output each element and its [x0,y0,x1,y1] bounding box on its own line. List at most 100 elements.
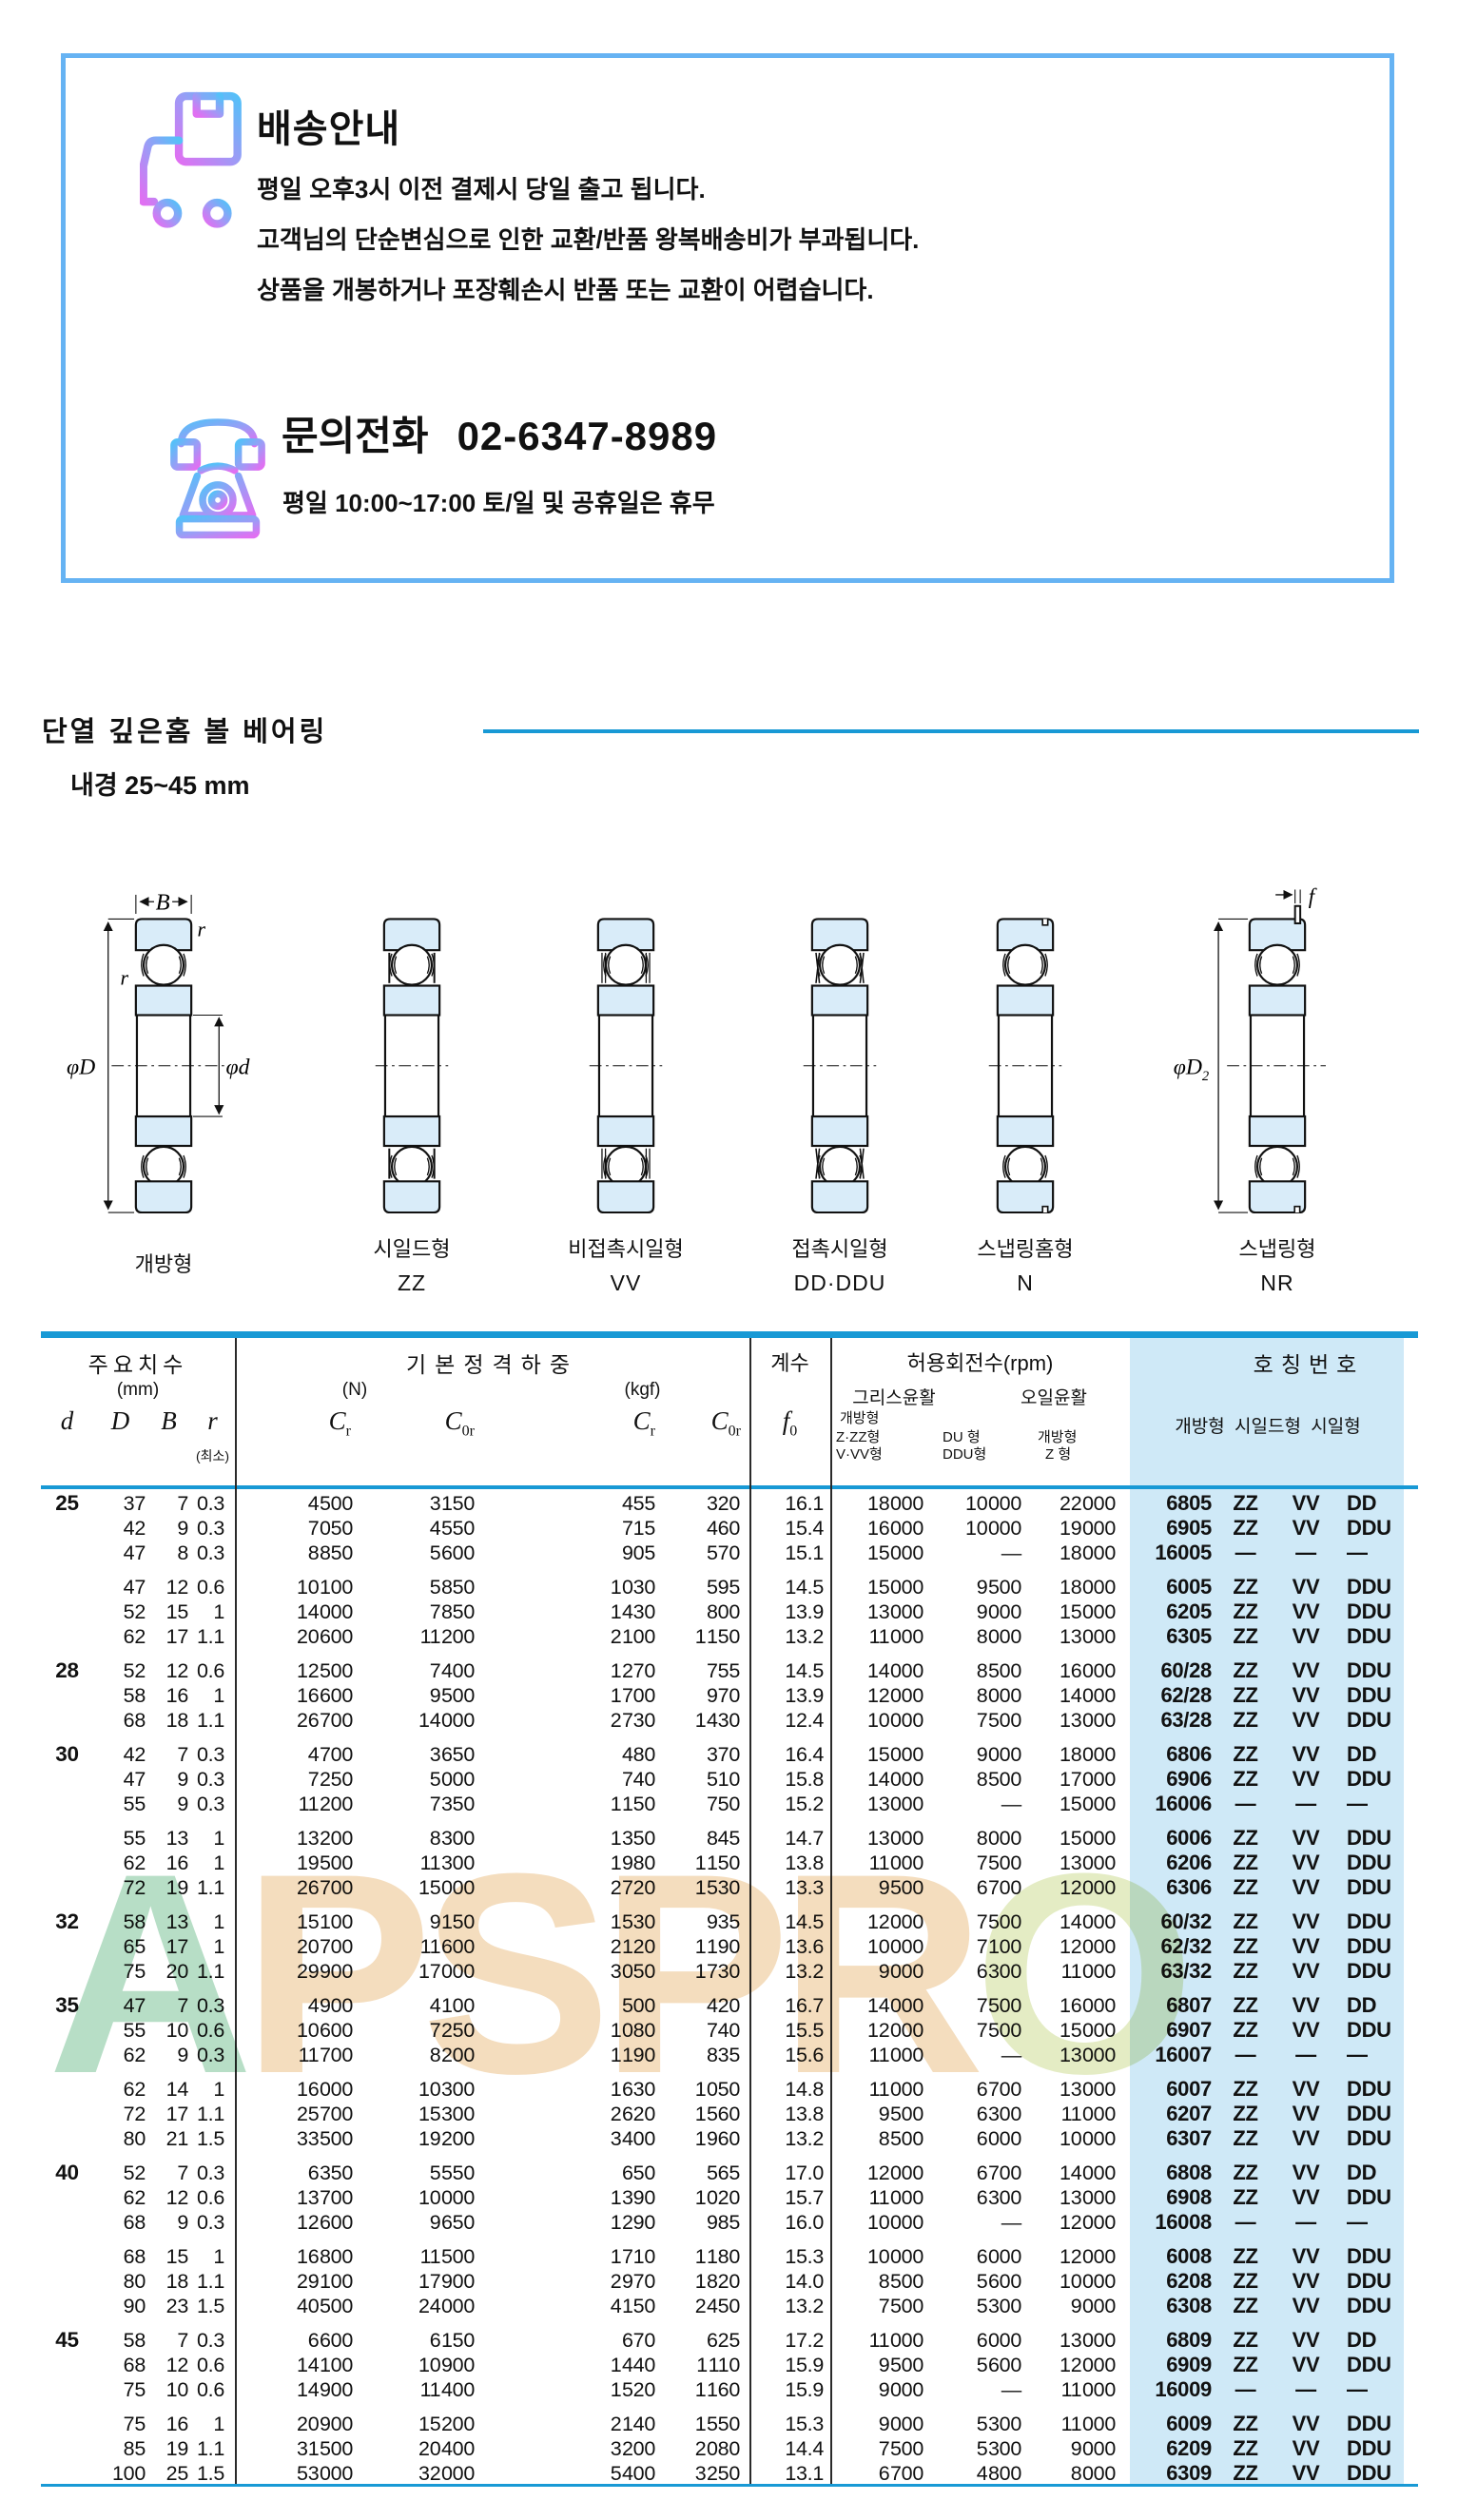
table-cell [41,2377,93,2402]
table-cell: 15 000 [1059,1827,1116,1850]
table-cell: 455 [622,1492,655,1515]
table-cell: 8 000 [976,1827,1022,1850]
table-cell: 13 700 [297,2186,353,2209]
table-cell [41,2043,93,2067]
bore-range-subtitle: 내경 25~45 mm [70,771,250,800]
table-cell: 13 000 [1059,2186,1116,2209]
table-cell: 16 [165,2413,189,2435]
table-cell: 100 [112,2462,146,2485]
table-cell: 13 000 [1059,1625,1116,1648]
table-cell: 16008 [1155,2210,1212,2234]
diagram-code-label: NR [1260,1270,1294,1295]
table-cell: 13 000 [867,1827,923,1850]
table-cell: 3 650 [429,1743,476,1766]
diagram-name-label: 스냅링홈형 [977,1237,1074,1261]
table-cell: — [1001,2378,1022,2401]
table-cell: 13.9 [785,1684,824,1707]
table-cell: VV [1292,1767,1320,1791]
table-cell: 18 000 [1059,1576,1116,1599]
table-cell: 1 700 [610,1684,656,1707]
table-cell: 8 200 [429,2044,476,2066]
table-cell: 1 [213,1684,224,1707]
table-cell: ZZ [1233,1934,1258,1958]
table-cell: 9 500 [976,1576,1022,1599]
table-cell: 740 [622,1768,655,1791]
table-cell: 19 200 [418,2127,475,2150]
table-cell: 15 000 [1059,1793,1116,1815]
table-cell: 19 [165,2437,189,2460]
table-cell: VV [1292,1851,1320,1874]
table-row: 62 16 1 19 500 11 300 1 980 1 150 13.8 11 000 7 5… [41,1851,1418,1875]
diagram-code-label: DD·DDU [793,1270,886,1295]
table-cell: 1 [213,1910,224,1933]
table-cell: ZZ [1233,2294,1258,2317]
table-cell: 1 980 [610,1851,656,1874]
table-cell: 12 [165,1576,189,1599]
table-cell: 11 000 [868,2329,924,2352]
table-cell: 13.2 [785,2127,824,2150]
table-cell: VV [1292,2269,1320,2293]
table-cell: 9 000 [878,1960,924,1983]
diagram-code-label: ZZ [397,1270,427,1295]
table-cell: 6807 [1166,1993,1212,2017]
table-cell: 2 730 [610,1709,656,1732]
table-cell: 11 700 [298,2044,354,2066]
table-cell: 6 300 [976,2186,1022,2209]
table-cell: ZZ [1233,1516,1258,1540]
table-cell: DDU [1347,1708,1391,1732]
table-cell [41,2018,93,2043]
table-cell: 1 080 [610,2019,656,2042]
table-cell: 1 560 [694,2103,741,2125]
table-cell: 16 000 [867,1517,923,1540]
dim-label-phiD: φD [67,1055,95,1079]
contact-label: 문의전화 [282,414,429,458]
table-cell: 6 000 [976,2329,1022,2352]
table-cell: 75 [123,2413,146,2435]
table-cell: 2 080 [694,2437,741,2460]
table-cell: ZZ [1233,1658,1258,1682]
table-cell: 20 900 [297,2413,353,2435]
table-row: 55 13 1 13 200 8 300 1 350 845 14.7 13 000 8 000 1… [41,1826,1418,1851]
table-rule-top [41,1331,1418,1338]
table-cell: ZZ [1233,1491,1258,1515]
table-cell: 970 [707,1684,740,1707]
table-cell: 13.2 [785,1960,824,1983]
table-cell: 9 000 [878,2378,924,2401]
table-cell: 6808 [1166,2161,1212,2184]
dim-label-r2: r [120,967,128,990]
table-cell: 510 [707,1768,740,1791]
table-cell: DDU [1347,2269,1391,2293]
telephone-icon [168,408,267,563]
table-cell: 1 [213,1600,224,1623]
table-cell: DDU [1347,2353,1391,2376]
table-cell: 11 000 [868,2078,924,2101]
table-cell: 5 600 [976,2270,1022,2293]
table-cell: 13 000 [1059,2044,1116,2066]
table-row: 65 17 1 20 700 11 600 2 120 1 190 13.6 10 000 7 1… [41,1934,1418,1959]
table-cell: 14.5 [785,1910,824,1933]
table-cell: 4 900 [307,1994,354,2017]
table-cell: — [1295,2377,1316,2401]
table-cell: ZZ [1233,1851,1258,1874]
header-load-n: (N) [341,1380,368,1400]
table-cell: 20 [165,1960,189,1983]
table-cell: 9 000 [976,1600,1022,1623]
table-cell: 625 [707,2329,740,2352]
table-cell: ZZ [1233,2461,1258,2485]
table-cell: 16 [165,1684,189,1707]
table-cell: 9 [177,1793,188,1815]
table-cell: VV [1292,1575,1320,1599]
table-cell: 7 050 [307,1517,354,1540]
table-cell: 1 710 [610,2245,656,2268]
table-cell: 63/28 [1160,1708,1212,1732]
table-cell: 17 000 [418,1960,475,1983]
table-cell: 10 600 [297,2019,353,2042]
table-cell: 9 500 [429,1684,476,1707]
table-cell: 500 [622,1994,655,2017]
table-cell: 6806 [1166,1742,1212,1766]
table-cell: ZZ [1233,1826,1258,1850]
table-cell: 11 300 [419,1851,476,1874]
table-cell: 6 300 [976,1960,1022,1983]
table-cell: 20 400 [418,2437,475,2460]
header-load-group: 기본정격하중 [406,1352,578,1377]
